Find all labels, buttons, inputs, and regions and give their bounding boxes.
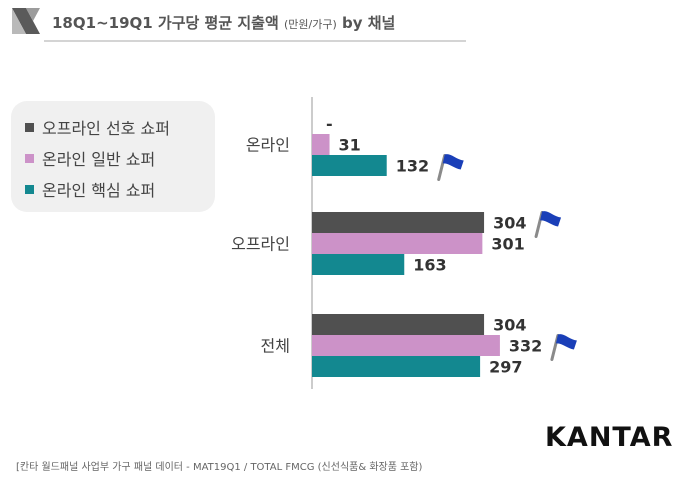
bar (312, 134, 330, 155)
legend-item-core: 온라인 핵심 쇼퍼 (25, 177, 155, 201)
category-label: 온라인 (246, 136, 290, 155)
title-underline (44, 40, 466, 42)
kantar-logo: KANTAR (545, 422, 674, 453)
bar (312, 356, 481, 377)
bar (312, 314, 485, 335)
chart-title-main: 18Q1~19Q1 가구당 평균 지출액 (52, 14, 279, 32)
data-label: 31 (339, 136, 361, 155)
legend-swatch-preferred (25, 122, 34, 132)
bar (312, 233, 483, 254)
data-label: 301 (491, 235, 524, 254)
data-label: 332 (509, 337, 542, 356)
bar (312, 254, 405, 275)
category-label: 전체 (261, 337, 290, 356)
flag-icon (550, 334, 577, 361)
legend-label-general: 온라인 일반 쇼퍼 (42, 150, 156, 169)
legend-item-general: 온라인 일반 쇼퍼 (25, 146, 155, 170)
chart-title-suffix: by 채널 (342, 14, 396, 32)
data-label: 304 (493, 316, 526, 335)
legend-swatch-general (25, 153, 34, 163)
flag-icon (437, 154, 464, 181)
category-label: 오프라인 (231, 235, 290, 254)
legend-swatch-core (25, 184, 34, 194)
bar (312, 155, 387, 176)
flag-icon (534, 211, 562, 238)
data-label: - (326, 115, 333, 134)
data-label: 297 (489, 358, 522, 377)
source-footnote: [칸타 월드패널 사업부 가구 패널 데이터 - MAT19Q1 / TOTAL… (16, 462, 423, 473)
chart-title-unit: (만원/가구) (284, 18, 337, 31)
bar (312, 212, 485, 233)
data-label: 132 (396, 157, 429, 176)
legend-label-core: 온라인 핵심 쇼퍼 (42, 181, 156, 200)
title-logo-icon (12, 8, 40, 34)
legend: 오프라인 선호 쇼퍼 온라인 일반 쇼퍼 온라인 핵심 쇼퍼 (11, 101, 215, 212)
data-label: 304 (493, 214, 526, 233)
legend-item-preferred: 오프라인 선호 쇼퍼 (25, 115, 170, 139)
bar (312, 335, 500, 356)
legend-label-preferred: 오프라인 선호 쇼퍼 (42, 119, 170, 138)
chart-title: 18Q1~19Q1 가구당 평균 지출액 (만원/가구) by 채널 (52, 12, 395, 33)
data-label: 163 (413, 256, 446, 275)
